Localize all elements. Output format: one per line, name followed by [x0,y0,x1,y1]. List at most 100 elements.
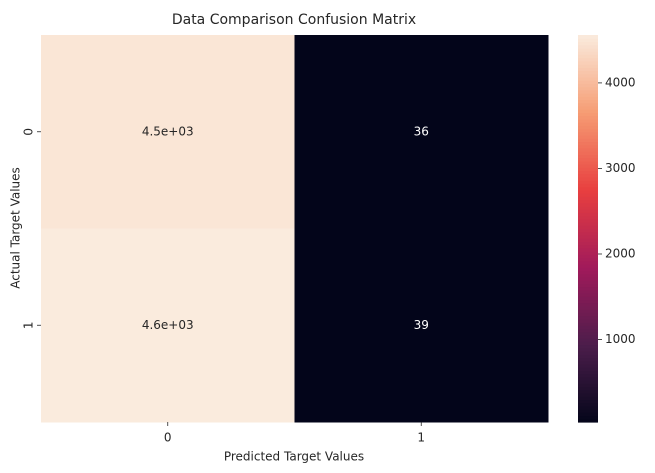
cell-label: 4.5e+03 [142,124,194,138]
colorbar-swatch [578,331,598,336]
colorbar-swatch [578,41,598,46]
colorbar-swatch [578,205,598,210]
colorbar-swatch [578,83,598,88]
colorbar-swatch [578,322,598,326]
colorbar-swatch [578,270,598,275]
colorbar-swatch [578,344,598,349]
y-tick-label: 1 [22,321,36,329]
colorbar-swatch [578,328,598,333]
colorbar-swatch [578,402,598,407]
colorbar-swatch [578,102,598,107]
colorbar-swatch [578,405,598,410]
colorbar-swatch [578,189,598,194]
colorbar-swatch [578,318,598,323]
colorbar-swatch [578,373,598,378]
colorbar-swatch [578,254,598,259]
colorbar-swatch [578,57,598,62]
colorbar-swatch [578,170,598,175]
y-tick-label: 0 [22,128,36,136]
colorbar-swatch [578,389,598,394]
colorbar-swatch [578,347,598,352]
colorbar-swatch [578,47,598,52]
colorbar-swatch [578,122,598,126]
colorbar-swatch [578,215,598,220]
colorbar-swatch [578,186,598,191]
colorbar-swatch [578,151,598,155]
colorbar-swatch [578,360,598,365]
colorbar-swatch [578,386,598,391]
cell-label: 4.6e+03 [142,318,194,332]
colorbar-swatch [578,35,598,39]
colorbar-swatch [578,134,598,139]
colorbar-swatch [578,193,598,197]
cell-label: 39 [414,318,429,332]
colorbar-swatch [578,392,598,397]
colorbar-swatch [578,96,598,101]
colorbar-swatch [578,367,598,371]
colorbar-swatch [578,225,598,230]
colorbar-swatch [578,125,598,130]
colorbar-swatch [578,144,598,149]
colorbar-swatch [578,218,598,223]
colorbar-swatch [578,354,598,359]
colorbar-swatch [578,296,598,301]
colorbar-swatch [578,341,598,346]
heatmap-cell [41,228,295,423]
x-tick-label: 0 [164,431,172,445]
colorbar-swatch [578,109,598,113]
colorbar-swatch [578,112,598,117]
colorbar-swatch [578,51,598,55]
colorbar-swatch [578,202,598,207]
heatmap-cell [41,35,295,229]
colorbar-swatch [578,157,598,162]
colorbar-tick-label: 1000 [605,332,636,346]
colorbar-swatch [578,70,598,75]
colorbar-swatch [578,289,598,294]
colorbar-swatch [578,396,598,401]
colorbar-swatch [578,334,598,339]
colorbar-swatch [578,154,598,159]
colorbar-swatch [578,267,598,272]
colorbar-swatch [578,199,598,204]
colorbar-swatch [578,247,598,252]
colorbar-swatch [578,299,598,304]
colorbar-swatch [578,293,598,297]
colorbar-swatch [578,357,598,362]
heatmap-cell [294,228,549,423]
colorbar-swatch [578,128,598,133]
colorbar-swatch [578,412,598,417]
colorbar-swatch [578,305,598,310]
colorbar-swatch [578,160,598,165]
colorbar-swatch [578,283,598,288]
colorbar-swatch [578,273,598,278]
colorbar-swatch [578,76,598,81]
colorbar-swatch [578,260,598,265]
colorbar-swatch [578,80,598,84]
colorbar-swatch [578,44,598,49]
colorbar-swatch [578,118,598,123]
colorbar-swatch [578,167,598,172]
colorbar-swatch [578,131,598,136]
x-tick-label: 1 [417,431,425,445]
colorbar-swatch [578,380,598,384]
colorbar-swatch [578,147,598,152]
colorbar-swatch [578,209,598,213]
colorbar-swatch [578,383,598,388]
colorbar-swatch [578,212,598,217]
colorbar-swatch [578,183,598,188]
chart-title: Data Comparison Confusion Matrix [172,12,416,28]
colorbar-swatch [578,338,598,342]
colorbar-swatch [578,60,598,65]
y-axis-label: Actual Target Values [9,167,23,289]
colorbar-swatch [578,370,598,375]
colorbar-swatch [578,415,598,420]
colorbar-swatch [578,286,598,291]
colorbar-swatch [578,325,598,330]
colorbar-swatch [578,302,598,307]
colorbar-swatch [578,418,598,423]
colorbar-swatch [578,309,598,313]
colorbar-swatch [578,376,598,381]
colorbar-swatch [578,38,598,43]
